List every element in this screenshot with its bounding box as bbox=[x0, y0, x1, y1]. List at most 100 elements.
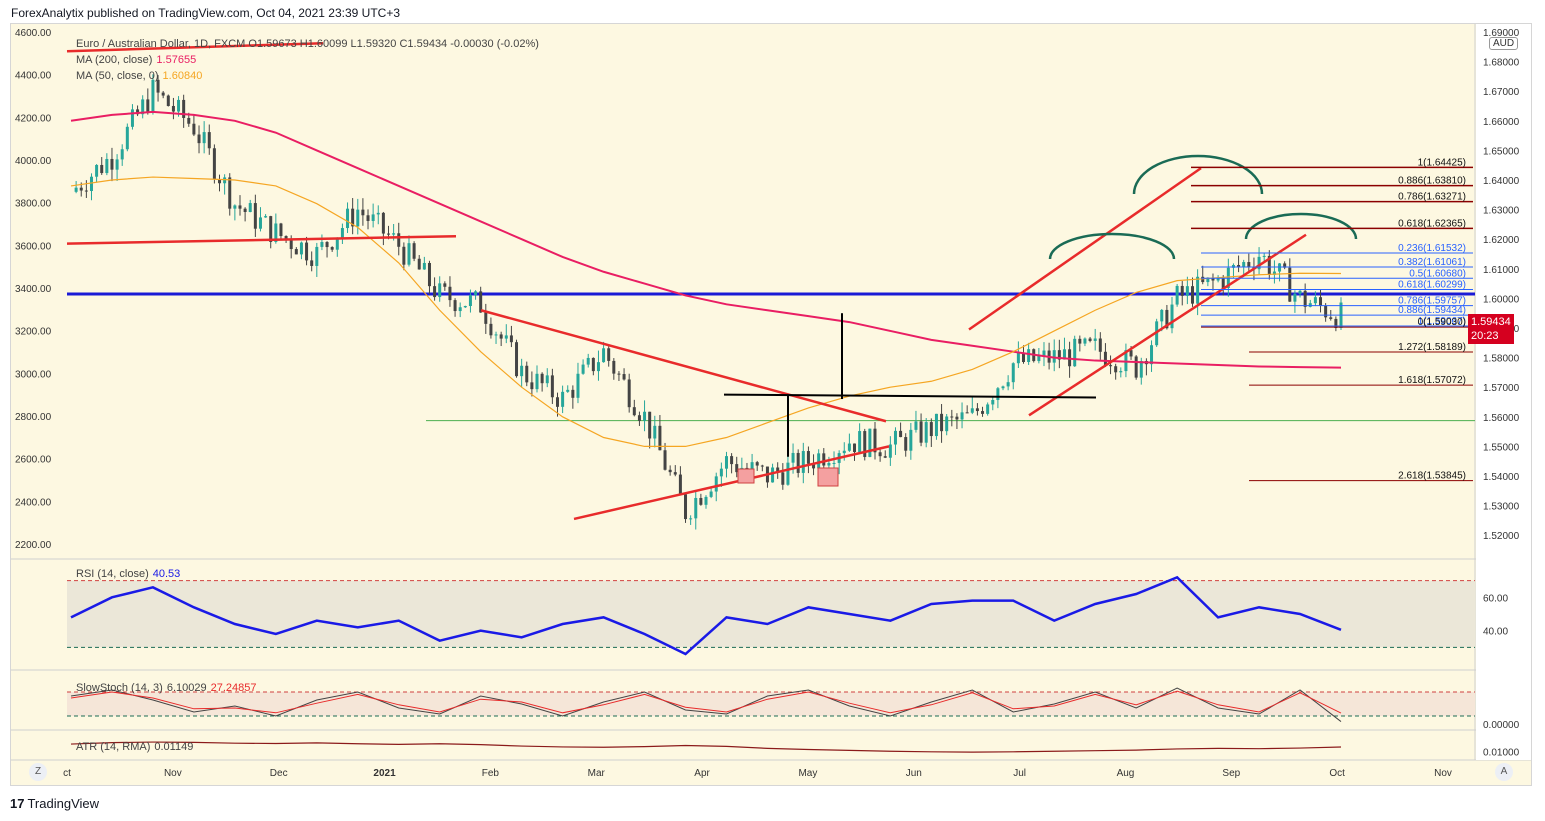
candle-body bbox=[571, 389, 575, 398]
chart-frame[interactable]: 1.69000 1.68000 1.67000 1.66000 1.65000 1.640… bbox=[10, 23, 1532, 786]
candle-body bbox=[678, 474, 682, 495]
candle-body bbox=[253, 203, 257, 229]
candle-body bbox=[735, 464, 739, 473]
top-trend-line bbox=[66, 41, 324, 53]
candle-body bbox=[397, 233, 401, 247]
candle-body bbox=[315, 246, 319, 266]
candle-body bbox=[602, 348, 606, 363]
candle-body bbox=[1103, 351, 1107, 366]
candle-body bbox=[1308, 303, 1312, 307]
rsi-legend: RSI (14, close) 40.53 bbox=[76, 568, 180, 580]
head-arc bbox=[1132, 154, 1264, 195]
candle-body bbox=[187, 117, 191, 124]
candle-body bbox=[95, 164, 99, 177]
descending-trend-line bbox=[480, 309, 887, 423]
candle-body bbox=[970, 408, 974, 413]
rsi-tick-label: 60.00 bbox=[1483, 593, 1508, 604]
auto-scale-button[interactable]: A bbox=[1495, 763, 1513, 781]
candle-body bbox=[883, 456, 887, 458]
left-axis-tick-label: 3600.00 bbox=[15, 241, 52, 252]
candle-body bbox=[796, 452, 800, 473]
candle-body bbox=[924, 422, 928, 443]
candle-body bbox=[1037, 355, 1041, 362]
candle-body bbox=[1267, 255, 1271, 275]
candle-body bbox=[945, 416, 949, 432]
candle-body bbox=[1165, 309, 1169, 329]
price-axis-background bbox=[1476, 24, 1531, 760]
price-tick-label: 1.65000 bbox=[1483, 146, 1520, 157]
candle-body bbox=[320, 242, 324, 247]
candle-body bbox=[694, 497, 698, 519]
candle-body bbox=[709, 491, 713, 497]
fib-level-label: 0.786(1.63271) bbox=[1398, 192, 1466, 203]
fib-level-label: 1(1.64425) bbox=[1418, 157, 1466, 168]
candle-body bbox=[1006, 382, 1010, 387]
candle-body bbox=[177, 99, 181, 112]
candle-body bbox=[904, 437, 908, 451]
candle-body bbox=[156, 79, 160, 93]
ma50-legend: MA (50, close, 0) 1.60840 bbox=[76, 70, 202, 82]
candle-body bbox=[1057, 350, 1061, 360]
candle-body bbox=[812, 463, 816, 469]
candle-body bbox=[422, 262, 426, 270]
candle-body bbox=[509, 335, 513, 343]
candle-body bbox=[893, 430, 897, 445]
zoom-button[interactable]: Z bbox=[29, 763, 47, 781]
time-tick-label: 2021 bbox=[373, 768, 396, 779]
stoch-legend: SlowStoch (14, 3) 6.10029 27.24857 bbox=[76, 682, 256, 694]
fib-level-label: 0.886(1.63810) bbox=[1398, 176, 1466, 187]
tradingview-logo[interactable]: 17 TradingView bbox=[10, 796, 99, 811]
candle-body bbox=[1262, 255, 1266, 257]
fib-level-label: 0.886(1.59434) bbox=[1398, 305, 1466, 316]
rsi-legend-label: RSI (14, close) bbox=[76, 568, 149, 580]
candle-body bbox=[832, 462, 836, 464]
candle-body bbox=[555, 397, 559, 407]
candle-body bbox=[100, 164, 104, 174]
candle-body bbox=[218, 179, 222, 184]
candle-body bbox=[888, 444, 892, 458]
stoch-legend-value2: 27.24857 bbox=[210, 682, 257, 694]
left-axis-tick-label: 3200.00 bbox=[15, 327, 52, 338]
candle-body bbox=[427, 262, 431, 287]
candle-body bbox=[929, 422, 933, 437]
rsi-band bbox=[67, 580, 1475, 648]
time-tick-label: ct bbox=[63, 768, 71, 779]
stoch-d-line bbox=[70, 690, 1342, 714]
candle-body bbox=[453, 300, 457, 312]
left-axis-tick-label: 4000.00 bbox=[15, 156, 52, 167]
fib-level-label: 1.272(1.58189) bbox=[1398, 342, 1466, 353]
candle-body bbox=[1042, 350, 1046, 356]
candle-body bbox=[986, 404, 990, 414]
currency-badge[interactable]: AUD bbox=[1489, 37, 1519, 50]
candle-body bbox=[771, 467, 775, 483]
candle-body bbox=[1257, 256, 1261, 270]
candle-body bbox=[658, 425, 662, 451]
candle-body bbox=[125, 126, 129, 150]
candle-body bbox=[499, 334, 503, 339]
price-tick-label: 1.66000 bbox=[1483, 117, 1520, 128]
candle-body bbox=[617, 373, 621, 375]
candle-body bbox=[1098, 338, 1102, 352]
stoch-tick-label: 0.00000 bbox=[1483, 720, 1520, 731]
candle-body bbox=[550, 375, 554, 398]
price-tick-label: 1.62000 bbox=[1483, 235, 1520, 246]
candle-body bbox=[940, 413, 944, 432]
candle-body bbox=[704, 496, 708, 505]
candle-body bbox=[673, 472, 677, 475]
ma50-legend-value: 1.60840 bbox=[162, 70, 203, 82]
candle-body bbox=[1119, 371, 1123, 373]
candle-body bbox=[284, 236, 288, 239]
candle-body bbox=[1129, 350, 1133, 357]
marker-box bbox=[737, 468, 755, 484]
chart-canvas[interactable]: 1.69000 1.68000 1.67000 1.66000 1.65000 1.640… bbox=[11, 24, 1531, 785]
candle-body bbox=[801, 451, 805, 473]
fib-level-label: 0(1.59030) bbox=[1418, 317, 1466, 328]
left-axis-tick-label: 3400.00 bbox=[15, 284, 52, 295]
candle-body bbox=[110, 158, 114, 170]
candle-body bbox=[468, 294, 472, 307]
left-axis-tick-label: 2800.00 bbox=[15, 412, 52, 423]
price-tick-label: 1.57000 bbox=[1483, 383, 1520, 394]
candle-body bbox=[576, 373, 580, 398]
price-tick-label: 1.61000 bbox=[1483, 265, 1520, 276]
candle-body bbox=[781, 472, 785, 485]
